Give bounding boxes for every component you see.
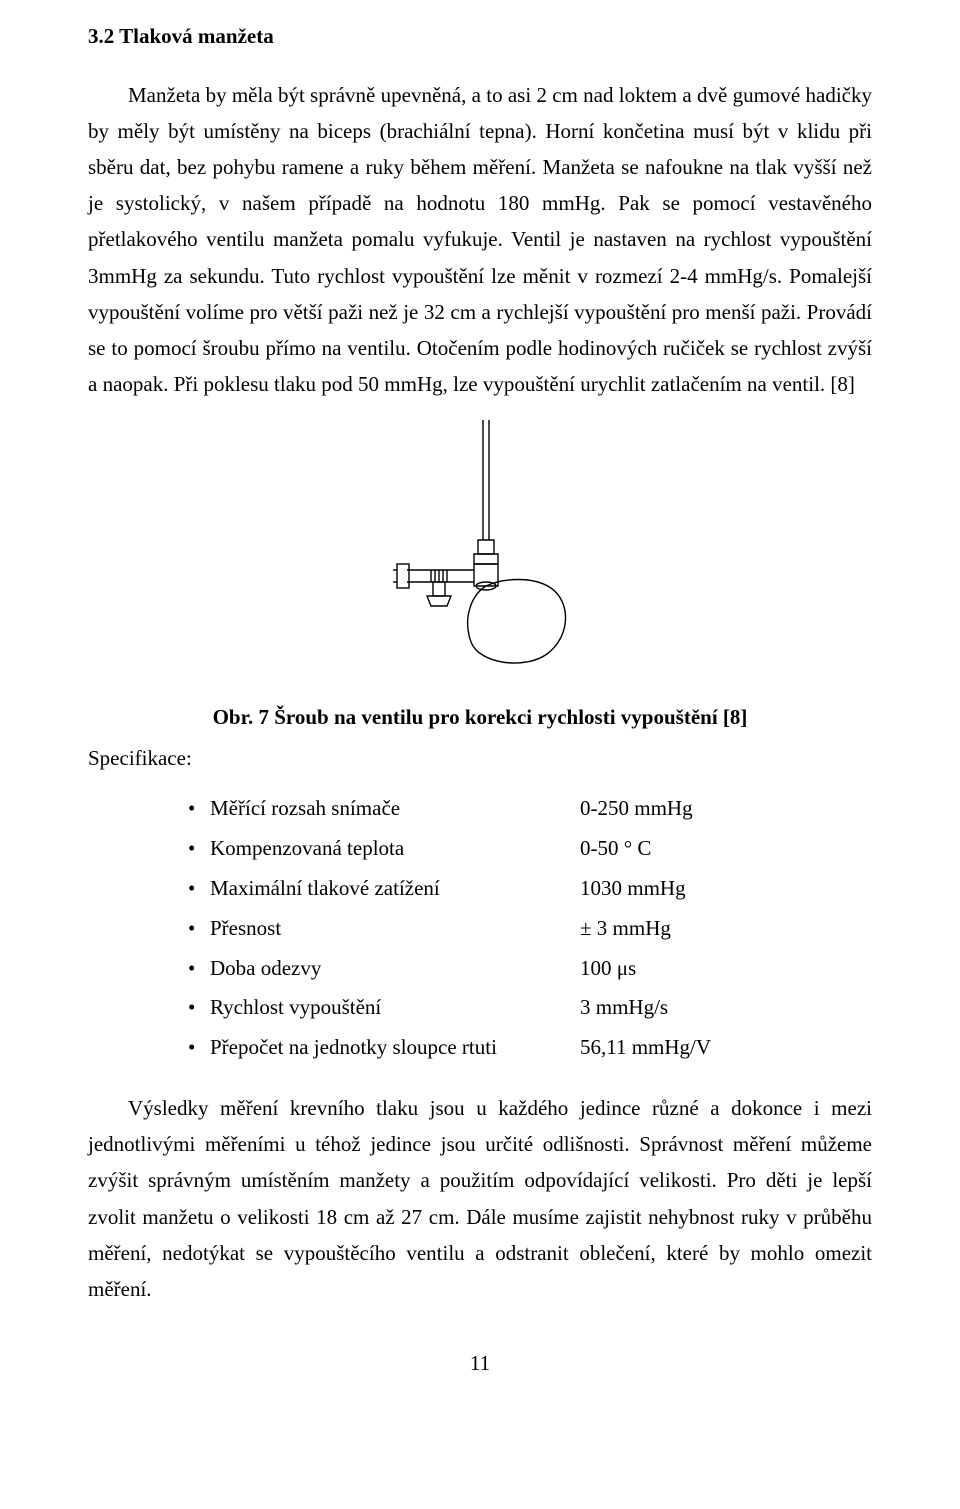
spec-row: • Doba odezvy 100 μs [188, 949, 872, 989]
bullet-icon: • [188, 949, 210, 989]
spec-label: Přesnost [210, 909, 580, 949]
spec-row: • Kompenzovaná teplota 0-50 ° C [188, 829, 872, 869]
section-heading: 3.2 Tlaková manžeta [88, 24, 872, 49]
section-paragraph: Manžeta by měla být správně upevněná, a … [88, 77, 872, 402]
bullet-icon: • [188, 829, 210, 869]
spec-label: Kompenzovaná teplota [210, 829, 580, 869]
spec-row: • Přesnost ± 3 mmHg [188, 909, 872, 949]
figure-caption: Obr. 7 Šroub na ventilu pro korekci rych… [88, 705, 872, 730]
page: 3.2 Tlaková manžeta Manžeta by měla být … [0, 0, 960, 1416]
page-number: 11 [88, 1351, 872, 1376]
spec-row: • Rychlost vypouštění 3 mmHg/s [188, 988, 872, 1028]
figure [88, 420, 872, 675]
spec-row: • Maximální tlakové zatížení 1030 mmHg [188, 869, 872, 909]
spec-value: 56,11 mmHg/V [580, 1028, 872, 1068]
spec-label: Maximální tlakové zatížení [210, 869, 580, 909]
bullet-icon: • [188, 869, 210, 909]
spec-value: 0-250 mmHg [580, 789, 872, 829]
bullet-icon: • [188, 988, 210, 1028]
spec-value: 0-50 ° C [580, 829, 872, 869]
spec-value: 1030 mmHg [580, 869, 872, 909]
spec-label: Přepočet na jednotky sloupce rtuti [210, 1028, 580, 1068]
spec-heading: Specifikace: [88, 746, 872, 771]
bullet-icon: • [188, 1028, 210, 1068]
spec-label: Rychlost vypouštění [210, 988, 580, 1028]
spec-row: • Měřící rozsah snímače 0-250 mmHg [188, 789, 872, 829]
spec-list: • Měřící rozsah snímače 0-250 mmHg • Kom… [88, 789, 872, 1068]
valve-bulb-illustration [375, 420, 585, 670]
spec-row: • Přepočet na jednotky sloupce rtuti 56,… [188, 1028, 872, 1068]
spec-label: Doba odezvy [210, 949, 580, 989]
bullet-icon: • [188, 789, 210, 829]
spec-value: ± 3 mmHg [580, 909, 872, 949]
spec-value: 100 μs [580, 949, 872, 989]
spec-value: 3 mmHg/s [580, 988, 872, 1028]
closing-paragraph: Výsledky měření krevního tlaku jsou u ka… [88, 1090, 872, 1307]
spec-label: Měřící rozsah snímače [210, 789, 580, 829]
figure-caption-block: Obr. 7 Šroub na ventilu pro korekci rych… [88, 705, 872, 771]
bullet-icon: • [188, 909, 210, 949]
